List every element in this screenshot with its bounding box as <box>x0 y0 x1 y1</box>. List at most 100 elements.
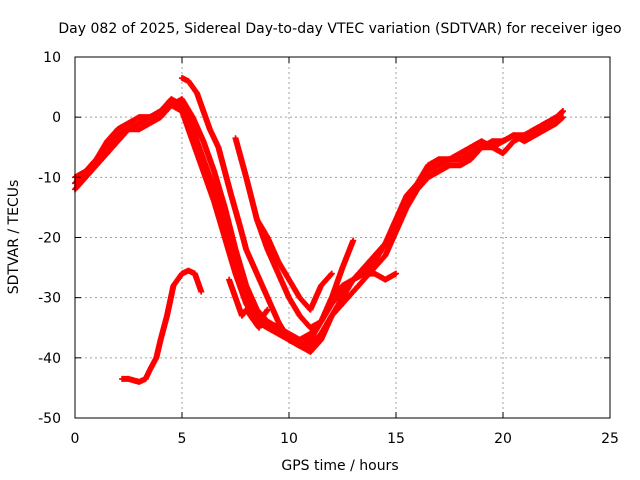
data-point <box>467 144 474 151</box>
data-point <box>478 138 485 145</box>
data-point <box>146 114 153 121</box>
data-point <box>457 150 464 157</box>
data-point <box>185 78 192 85</box>
data-point <box>114 132 121 139</box>
series-track-1 <box>72 102 566 349</box>
data-point <box>264 306 271 313</box>
data-point <box>307 324 314 331</box>
data-point <box>236 222 243 229</box>
data-point <box>179 75 185 82</box>
data-point <box>275 258 282 265</box>
data-point <box>307 342 314 349</box>
data-point <box>457 162 464 169</box>
data-point <box>371 264 378 271</box>
data-point <box>232 258 239 265</box>
series-track-2 <box>72 96 566 343</box>
data-point <box>243 300 250 307</box>
data-point <box>206 126 213 133</box>
data-point <box>234 300 241 307</box>
data-point <box>382 240 389 247</box>
y-tick-label: 10 <box>43 50 61 66</box>
data-point <box>296 342 303 349</box>
data-point <box>489 144 496 151</box>
data-point <box>553 120 560 127</box>
data-point <box>189 126 196 133</box>
data-point <box>93 156 100 163</box>
data-point <box>350 288 357 295</box>
data-point <box>382 252 389 259</box>
data-point <box>243 174 250 181</box>
data-point <box>256 324 263 331</box>
data-point <box>136 378 143 385</box>
data-point <box>200 138 207 145</box>
x-tick-label: 0 <box>71 431 80 447</box>
data-point <box>179 96 185 103</box>
data-point <box>93 162 100 169</box>
y-tick-label: -50 <box>38 411 61 427</box>
data-point <box>296 312 303 319</box>
data-point <box>414 180 421 187</box>
data-point <box>253 270 260 277</box>
data-point <box>350 237 357 244</box>
x-tick-label: 15 <box>387 431 405 447</box>
data-point <box>247 312 254 319</box>
data-point <box>200 156 207 163</box>
data-point <box>221 168 228 175</box>
data-point <box>286 336 292 343</box>
data-point <box>500 138 506 145</box>
y-tick-label: -10 <box>38 170 61 186</box>
data-point <box>393 270 399 277</box>
x-tick-label: 10 <box>280 431 298 447</box>
data-point <box>435 168 442 175</box>
data-point <box>253 216 260 223</box>
data-point <box>350 276 357 283</box>
data-point <box>382 276 389 283</box>
y-tick-label: -40 <box>38 351 61 367</box>
data-point <box>393 222 399 229</box>
data-point <box>339 294 346 301</box>
data-point <box>168 102 175 109</box>
data-point <box>146 120 153 127</box>
data-point <box>264 246 271 253</box>
data-point <box>238 312 245 319</box>
data-point <box>296 294 303 301</box>
data-point <box>198 288 205 295</box>
data-point <box>153 354 160 361</box>
data-point <box>168 96 175 103</box>
data-point <box>136 120 143 127</box>
data-point <box>275 330 282 337</box>
data-point <box>425 174 432 181</box>
data-point <box>307 306 314 313</box>
y-tick-label: -20 <box>38 231 61 247</box>
data-point <box>243 288 250 295</box>
data-point <box>104 150 111 157</box>
data-point <box>532 126 539 133</box>
chart-title: Day 082 of 2025, Sidereal Day-to-day VTE… <box>58 21 621 37</box>
data-point <box>179 102 185 109</box>
data-series <box>72 75 566 385</box>
data-point <box>467 150 474 157</box>
series-markers <box>72 96 566 355</box>
data-point <box>119 375 126 382</box>
data-point <box>286 294 292 301</box>
data-point <box>307 348 314 355</box>
data-point <box>211 168 218 175</box>
y-tick-label: 0 <box>52 110 61 126</box>
data-point <box>125 375 132 382</box>
data-point <box>425 162 432 169</box>
data-point <box>360 264 367 271</box>
data-point <box>296 336 303 343</box>
data-point <box>371 270 378 277</box>
data-point <box>211 186 218 193</box>
data-point <box>200 108 207 115</box>
data-point <box>318 318 325 325</box>
series-track-3 <box>72 96 566 355</box>
data-point <box>275 270 282 277</box>
x-tick-label: 5 <box>178 431 187 447</box>
data-point <box>559 114 566 121</box>
data-point <box>339 282 346 289</box>
data-point <box>264 324 271 331</box>
data-point <box>542 126 549 133</box>
data-point <box>510 138 517 145</box>
